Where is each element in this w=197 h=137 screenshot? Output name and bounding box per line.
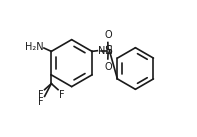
Text: O: O <box>104 30 112 40</box>
Text: H₂N: H₂N <box>25 42 43 52</box>
Text: NH: NH <box>98 46 113 56</box>
Text: F: F <box>38 97 44 107</box>
Text: S: S <box>104 44 112 57</box>
Text: O: O <box>104 62 112 72</box>
Text: F: F <box>59 90 64 100</box>
Text: F: F <box>38 90 44 100</box>
